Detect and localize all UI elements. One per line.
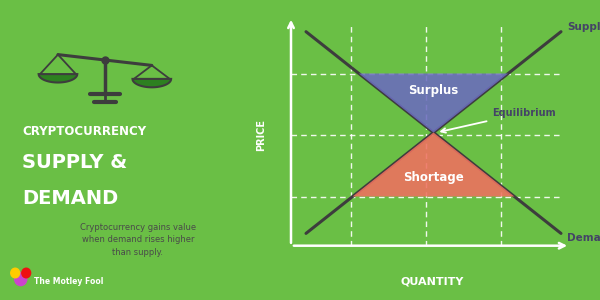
Text: QUANTITY: QUANTITY (400, 276, 464, 286)
Text: Demand: Demand (567, 233, 600, 243)
Circle shape (22, 268, 31, 278)
Polygon shape (359, 74, 508, 133)
Text: The Motley Fool: The Motley Fool (35, 277, 104, 286)
Text: Equilibrium: Equilibrium (441, 108, 556, 133)
Text: DEMAND: DEMAND (22, 188, 118, 208)
Polygon shape (353, 133, 514, 196)
Text: CRYPTOCURRENCY: CRYPTOCURRENCY (22, 125, 146, 139)
Circle shape (11, 268, 20, 278)
Text: Shortage: Shortage (403, 171, 464, 184)
Text: Cryptocurrency gains value
when demand rises higher
than supply.: Cryptocurrency gains value when demand r… (80, 223, 196, 257)
Text: SUPPLY &: SUPPLY & (22, 152, 127, 172)
Circle shape (14, 272, 27, 286)
Polygon shape (133, 79, 171, 87)
Text: Supply: Supply (567, 22, 600, 32)
Polygon shape (38, 74, 77, 82)
Text: PRICE: PRICE (256, 119, 266, 151)
Text: Surplus: Surplus (409, 84, 458, 97)
